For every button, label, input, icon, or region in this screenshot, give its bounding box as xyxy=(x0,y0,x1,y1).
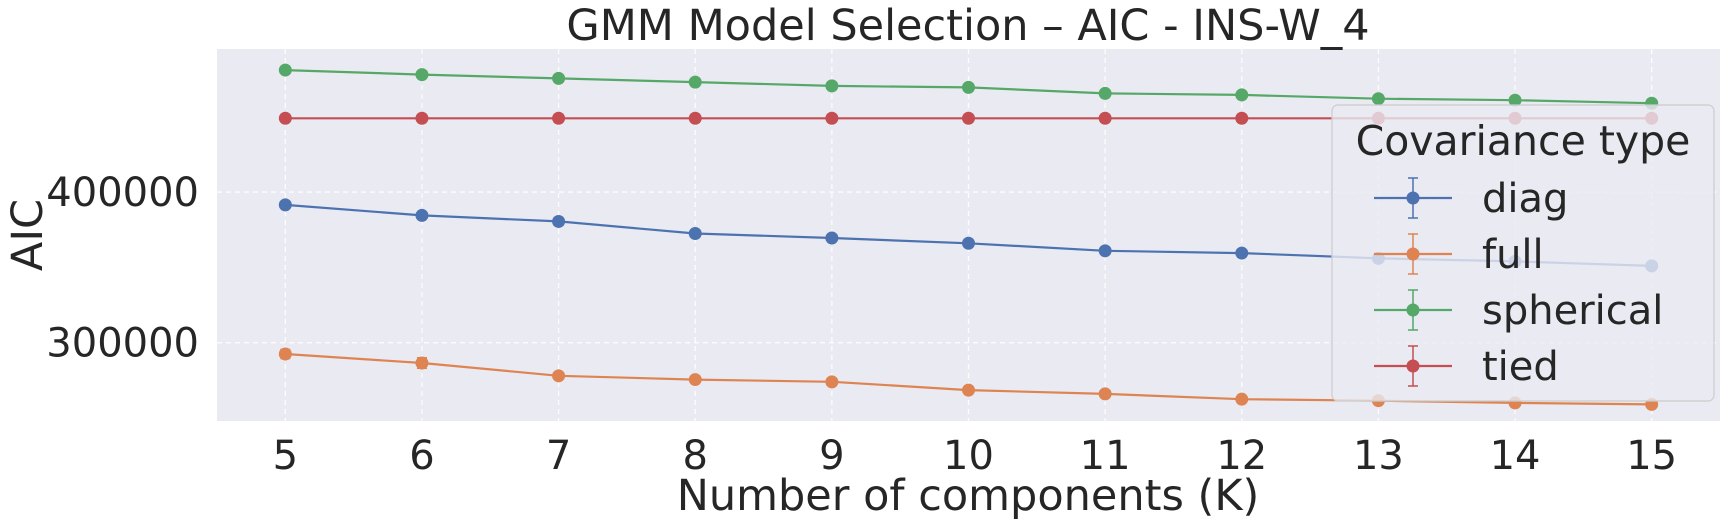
legend-label: tied xyxy=(1482,344,1559,390)
data-point xyxy=(1098,111,1112,125)
data-point xyxy=(825,231,839,245)
data-point xyxy=(278,198,292,212)
data-point xyxy=(962,383,975,397)
data-point xyxy=(415,111,429,125)
data-point xyxy=(825,375,839,389)
chart-title: GMM Model Selection – AIC - INS-W_4 xyxy=(566,1,1369,51)
legend-frame xyxy=(1331,104,1715,402)
x-tick-label: 14 xyxy=(1490,433,1541,479)
data-point xyxy=(688,373,702,387)
data-point xyxy=(688,226,702,240)
series-spherical xyxy=(278,63,1659,110)
data-point xyxy=(688,75,702,89)
data-point xyxy=(1098,244,1112,258)
x-tick-label: 7 xyxy=(546,433,571,479)
legend-marker xyxy=(1406,247,1420,261)
x-tick-label: 12 xyxy=(1216,433,1267,479)
x-tick-label: 15 xyxy=(1626,433,1677,479)
legend-item-full: full xyxy=(1374,232,1544,278)
data-point xyxy=(278,347,292,361)
data-point xyxy=(688,111,702,125)
legend-marker xyxy=(1406,303,1420,317)
data-point xyxy=(415,68,429,82)
x-tick-label: 8 xyxy=(683,433,708,479)
legend-marker xyxy=(1406,191,1420,205)
data-point xyxy=(825,79,839,93)
data-point xyxy=(1371,92,1385,106)
legend-item-tied: tied xyxy=(1374,344,1559,390)
x-tick-label: 5 xyxy=(273,433,298,479)
data-point xyxy=(1235,111,1249,125)
data-point xyxy=(962,111,975,125)
data-point xyxy=(962,236,975,250)
axis-layer: 5 6 7 8 9 10 11 12 13 14 15 300000 400000 xyxy=(46,170,1677,479)
data-point xyxy=(1235,88,1249,102)
data-point xyxy=(1508,93,1522,107)
data-point xyxy=(552,214,566,228)
legend: Covariance type diag full spherical tied xyxy=(1331,104,1715,402)
x-tick-label: 10 xyxy=(943,433,994,479)
legend-label: full xyxy=(1482,232,1544,278)
data-point xyxy=(825,111,839,125)
legend-label: diag xyxy=(1482,176,1568,222)
data-point xyxy=(552,71,566,85)
data-point xyxy=(1235,246,1249,260)
x-axis-label: Number of components (K) xyxy=(677,471,1260,521)
data-point xyxy=(1098,387,1112,401)
x-tick-label: 6 xyxy=(409,433,434,479)
legend-item-spherical: spherical xyxy=(1374,288,1663,334)
data-point xyxy=(962,80,975,94)
x-tick-label: 11 xyxy=(1080,433,1131,479)
data-point xyxy=(1098,86,1112,100)
data-point xyxy=(278,63,292,77)
y-tick-label: 300000 xyxy=(46,321,199,367)
data-point xyxy=(552,111,566,125)
data-point xyxy=(415,356,429,370)
legend-title: Covariance type xyxy=(1356,117,1691,165)
data-point xyxy=(278,111,292,125)
x-tick-label: 9 xyxy=(819,433,844,479)
x-tick-label: 13 xyxy=(1353,433,1404,479)
data-point xyxy=(552,369,566,383)
y-tick-label: 400000 xyxy=(46,170,199,216)
legend-label: spherical xyxy=(1482,288,1663,334)
legend-item-diag: diag xyxy=(1374,176,1568,222)
y-axis-label: AIC xyxy=(3,199,53,271)
legend-marker xyxy=(1406,359,1420,373)
data-point xyxy=(415,208,429,222)
data-point xyxy=(1235,392,1249,406)
